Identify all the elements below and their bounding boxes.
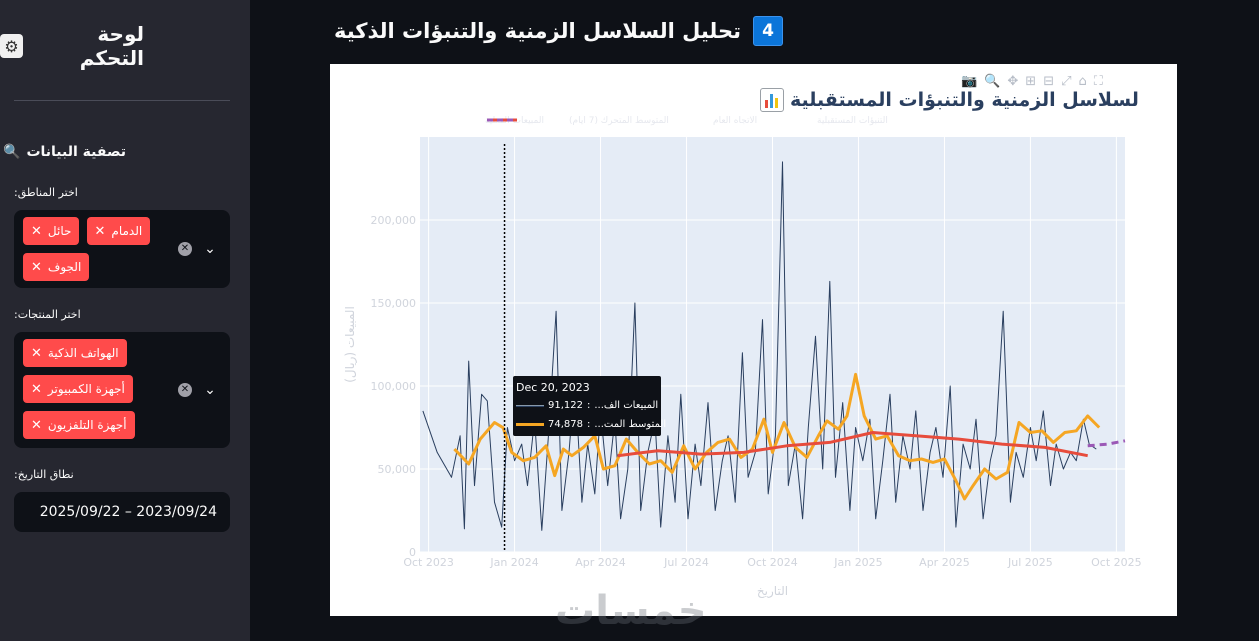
chevron-down-icon[interactable]: ⌄ [204,382,216,398]
region-tag[interactable]: الدمام ✕ [86,217,151,245]
y-tick-label: 0 [409,546,416,559]
product-tag-label: أجهزة التلفزيون [47,418,127,432]
product-tag-label: الهواتف الذكية [47,346,119,360]
tooltip-row-actual: 91,122 : المبيعات الف... [516,400,658,411]
zoom-in-icon[interactable]: ⊞ [1025,74,1037,89]
remove-icon[interactable]: ✕ [31,259,42,275]
sidebar-title-text: لوحة التحكم [79,22,144,70]
time-series-chart[interactable]: 0 50,000 100,000 150,000 200,000 Oct 2023 Jan … [330,64,1177,616]
bar-chart-icon [760,88,784,112]
tooltip-date: Dec 20, 2023 [516,381,590,394]
filter-heading-text: تصفية البيانات [26,144,126,160]
tooltip-actual-label: المبيعات الف... [594,400,659,411]
y-tick-label: 150,000 [371,297,417,310]
x-tick-label: Apr 2025 [919,556,970,569]
section-number-badge: 4 [753,16,784,46]
region-tag-label: الجوف [47,260,82,274]
regions-label: اختر المناطق: [14,186,78,199]
x-tick-label: Jan 2025 [833,556,882,569]
remove-icon[interactable]: ✕ [31,223,42,239]
y-tick-label: 200,000 [371,214,417,227]
products-multiselect[interactable]: الهواتف الذكية ✕ أجهزة الكمبيوتر ✕ أجهزة ا… [14,332,230,448]
series-forecast-line[interactable] [1087,439,1126,448]
x-tick-label: Jul 2024 [663,556,709,569]
series-moving-average-line[interactable] [453,372,1101,501]
y-axis-label: المبيعات (ريال) [343,306,358,383]
legend-moving-average[interactable]: المتوسط المتحرك (7 أيام) [569,116,669,126]
tooltip-ma-label: المتوسط المت... [594,419,667,430]
clear-all-icon[interactable]: ✕ [178,383,192,397]
regions-tags: حائل ✕ الدمام ✕ الجوف ✕ [23,217,168,289]
zoom-out-icon[interactable]: ⊟ [1043,74,1055,89]
x-tick-label: Oct 2025 [1091,556,1142,569]
product-tag[interactable]: أجهزة التلفزيون ✕ [23,411,135,439]
zoom-icon[interactable]: 🔍 [984,74,1001,89]
chevron-down-icon[interactable]: ⌄ [204,241,216,257]
clear-all-icon[interactable]: ✕ [178,242,192,256]
hover-tooltip: Dec 20, 2023 91,122 : المبيعات الف... 74… [513,376,666,436]
section-header: 4 تحليل السلاسل الزمنية والتنبؤات الذكية [334,16,784,46]
section-title: تحليل السلاسل الزمنية والتنبؤات الذكية [334,19,742,43]
product-tag[interactable]: أجهزة الكمبيوتر ✕ [23,375,133,403]
legend-forecast[interactable]: التنبؤات المستقبلية [817,116,888,126]
pan-icon[interactable]: ✥ [1007,74,1019,89]
chart-modebar: 📷 🔍 ✥ ⊞ ⊟ ⤢ ⌂ ⛶ [961,74,1103,89]
fullscreen-icon[interactable]: ⛶ [1093,74,1103,89]
x-tick-label: Apr 2024 [575,556,626,569]
chart-title: لسلاسل الزمنية والتنبؤات المستقبلية [760,88,1139,112]
region-tag[interactable]: الجوف ✕ [23,253,90,281]
x-axis-label: التاريخ [757,584,788,599]
filter-heading: تصفية البيانات 🔍 [3,144,126,160]
sidebar: لوحة التحكم ⚙ تصفية البيانات 🔍 اختر المن… [0,0,250,641]
chart-panel: 0 50,000 100,000 150,000 200,000 Oct 2023 Jan … [330,64,1177,616]
remove-icon[interactable]: ✕ [31,345,42,361]
magnifier-icon: 🔍 [3,144,21,160]
tooltip-ma-value: 74,878 [548,419,583,430]
watermark: خمسات [555,588,707,634]
autoscale-icon[interactable]: ⤢ [1061,74,1072,89]
region-tag-label: الدمام [111,224,143,238]
chart-legend: المبيعات الفعلية المتوسط المتحرك (7 أيام… [485,116,917,126]
legend-trend[interactable]: الاتجاه العام [713,116,758,126]
remove-icon[interactable]: ✕ [31,381,42,397]
region-tag[interactable]: حائل ✕ [23,217,80,245]
sidebar-divider [14,100,230,101]
remove-icon[interactable]: ✕ [31,417,42,433]
x-tick-label: Jul 2025 [1007,556,1053,569]
chart-title-text: لسلاسل الزمنية والتنبؤات المستقبلية [790,89,1139,111]
product-tag[interactable]: الهواتف الذكية ✕ [23,339,127,367]
x-tick-label: Oct 2024 [747,556,798,569]
date-range-input[interactable]: 2023/09/24 – 2025/09/22 [14,492,230,532]
y-tick-label: 50,000 [378,463,417,476]
camera-icon[interactable]: 📷 [961,74,978,89]
sidebar-title: لوحة التحكم ⚙ [0,22,144,70]
legend-swatch-forecast[interactable] [485,116,519,124]
tooltip-actual-value: 91,122 [548,400,583,411]
products-tags: الهواتف الذكية ✕ أجهزة الكمبيوتر ✕ أجهزة ا… [23,339,168,447]
series-actual-line[interactable] [422,161,1097,531]
product-tag-label: أجهزة الكمبيوتر [47,382,125,396]
regions-multiselect[interactable]: حائل ✕ الدمام ✕ الجوف ✕ ✕ ⌄ [14,210,230,288]
home-icon[interactable]: ⌂ [1078,74,1087,89]
products-label: اختر المنتجات: [14,308,81,321]
tooltip-row-ma: 74,878 : المتوسط المت... [516,419,666,430]
remove-icon[interactable]: ✕ [94,223,106,239]
y-tick-label: 100,000 [371,380,417,393]
x-tick-label: Oct 2023 [403,556,454,569]
date-label: نطاق التاريخ: [14,468,74,481]
x-tick-label: Jan 2024 [489,556,538,569]
control-knobs-icon: ⚙ [0,34,24,58]
series-trend-line[interactable] [617,431,1088,458]
region-tag-label: حائل [47,224,72,238]
